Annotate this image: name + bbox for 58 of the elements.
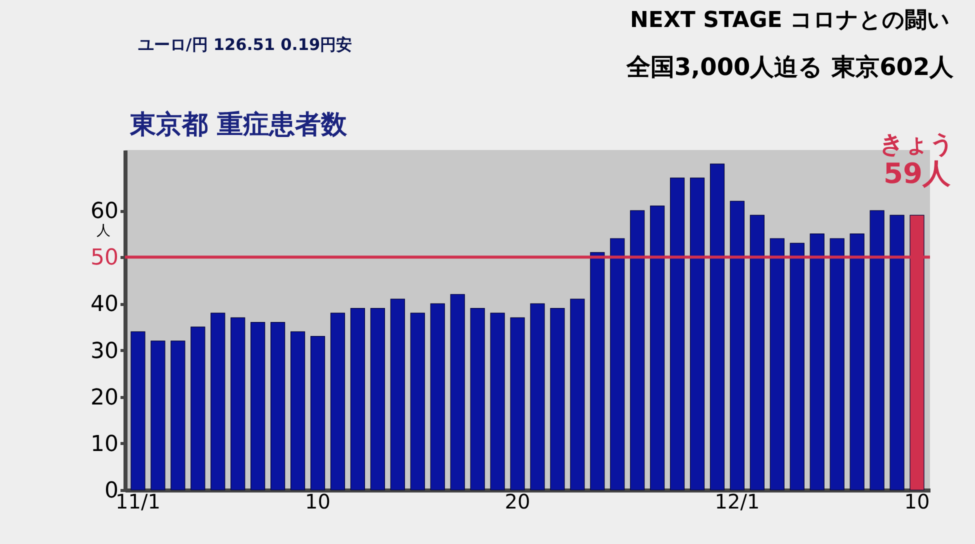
bar — [130, 331, 146, 490]
x-tick-label: 20 — [504, 490, 530, 514]
bar — [710, 164, 725, 490]
y-tick-label: 30 — [90, 338, 118, 364]
bar — [490, 312, 505, 490]
bar — [670, 178, 685, 490]
bar — [450, 294, 465, 490]
bar — [570, 298, 585, 490]
x-tick-label: 10 — [305, 490, 330, 514]
bar — [250, 322, 266, 490]
bar — [210, 312, 226, 490]
x-tick-label: 12/1 — [714, 490, 760, 514]
y-tick-label: 40 — [90, 292, 118, 318]
bar — [610, 238, 625, 490]
y-tick-label: 10 — [90, 432, 118, 457]
data-label: 59人 — [884, 157, 952, 190]
bar — [430, 303, 445, 490]
text: ユーロ/円 126.51 0.19円安 — [138, 35, 352, 54]
bar — [870, 210, 884, 490]
bar — [790, 242, 804, 490]
bar — [230, 317, 246, 490]
bar — [150, 340, 166, 490]
bar — [350, 308, 365, 490]
text: NEXT STAGE コロナとの闘い — [630, 8, 950, 33]
bar — [470, 308, 485, 490]
bar — [830, 238, 844, 490]
bar — [550, 308, 565, 490]
bar — [310, 336, 326, 490]
bar — [770, 238, 784, 490]
y-tick-label: 20 — [90, 385, 118, 410]
bar — [890, 214, 904, 490]
bar — [810, 234, 824, 490]
bar — [370, 308, 385, 490]
bar — [410, 312, 425, 490]
bar — [170, 340, 186, 490]
bar — [190, 326, 206, 490]
bar — [530, 303, 545, 490]
bar — [290, 331, 306, 490]
bar — [330, 312, 346, 490]
bar — [650, 206, 665, 490]
text: 全国3,000人迫る 東京602人 — [625, 53, 955, 81]
bar — [510, 317, 525, 490]
bar — [730, 200, 745, 490]
x-tick-label: 11/1 — [116, 490, 160, 514]
y-tick-label: 50 — [90, 246, 118, 271]
bar — [850, 234, 864, 490]
y-axis-title: 人 — [96, 223, 110, 240]
y-tick-label: 60 — [90, 199, 118, 224]
bar — [690, 178, 705, 490]
x-tick-label: 10 — [904, 490, 930, 514]
bar — [590, 252, 605, 490]
bar — [630, 210, 645, 490]
bar — [390, 298, 405, 490]
chart-title: 東京都 重症患者数 — [129, 110, 348, 140]
annotation: きょう — [880, 130, 955, 158]
y-tick-label: 0 — [104, 478, 118, 504]
bar — [270, 322, 286, 490]
bar — [750, 214, 765, 490]
